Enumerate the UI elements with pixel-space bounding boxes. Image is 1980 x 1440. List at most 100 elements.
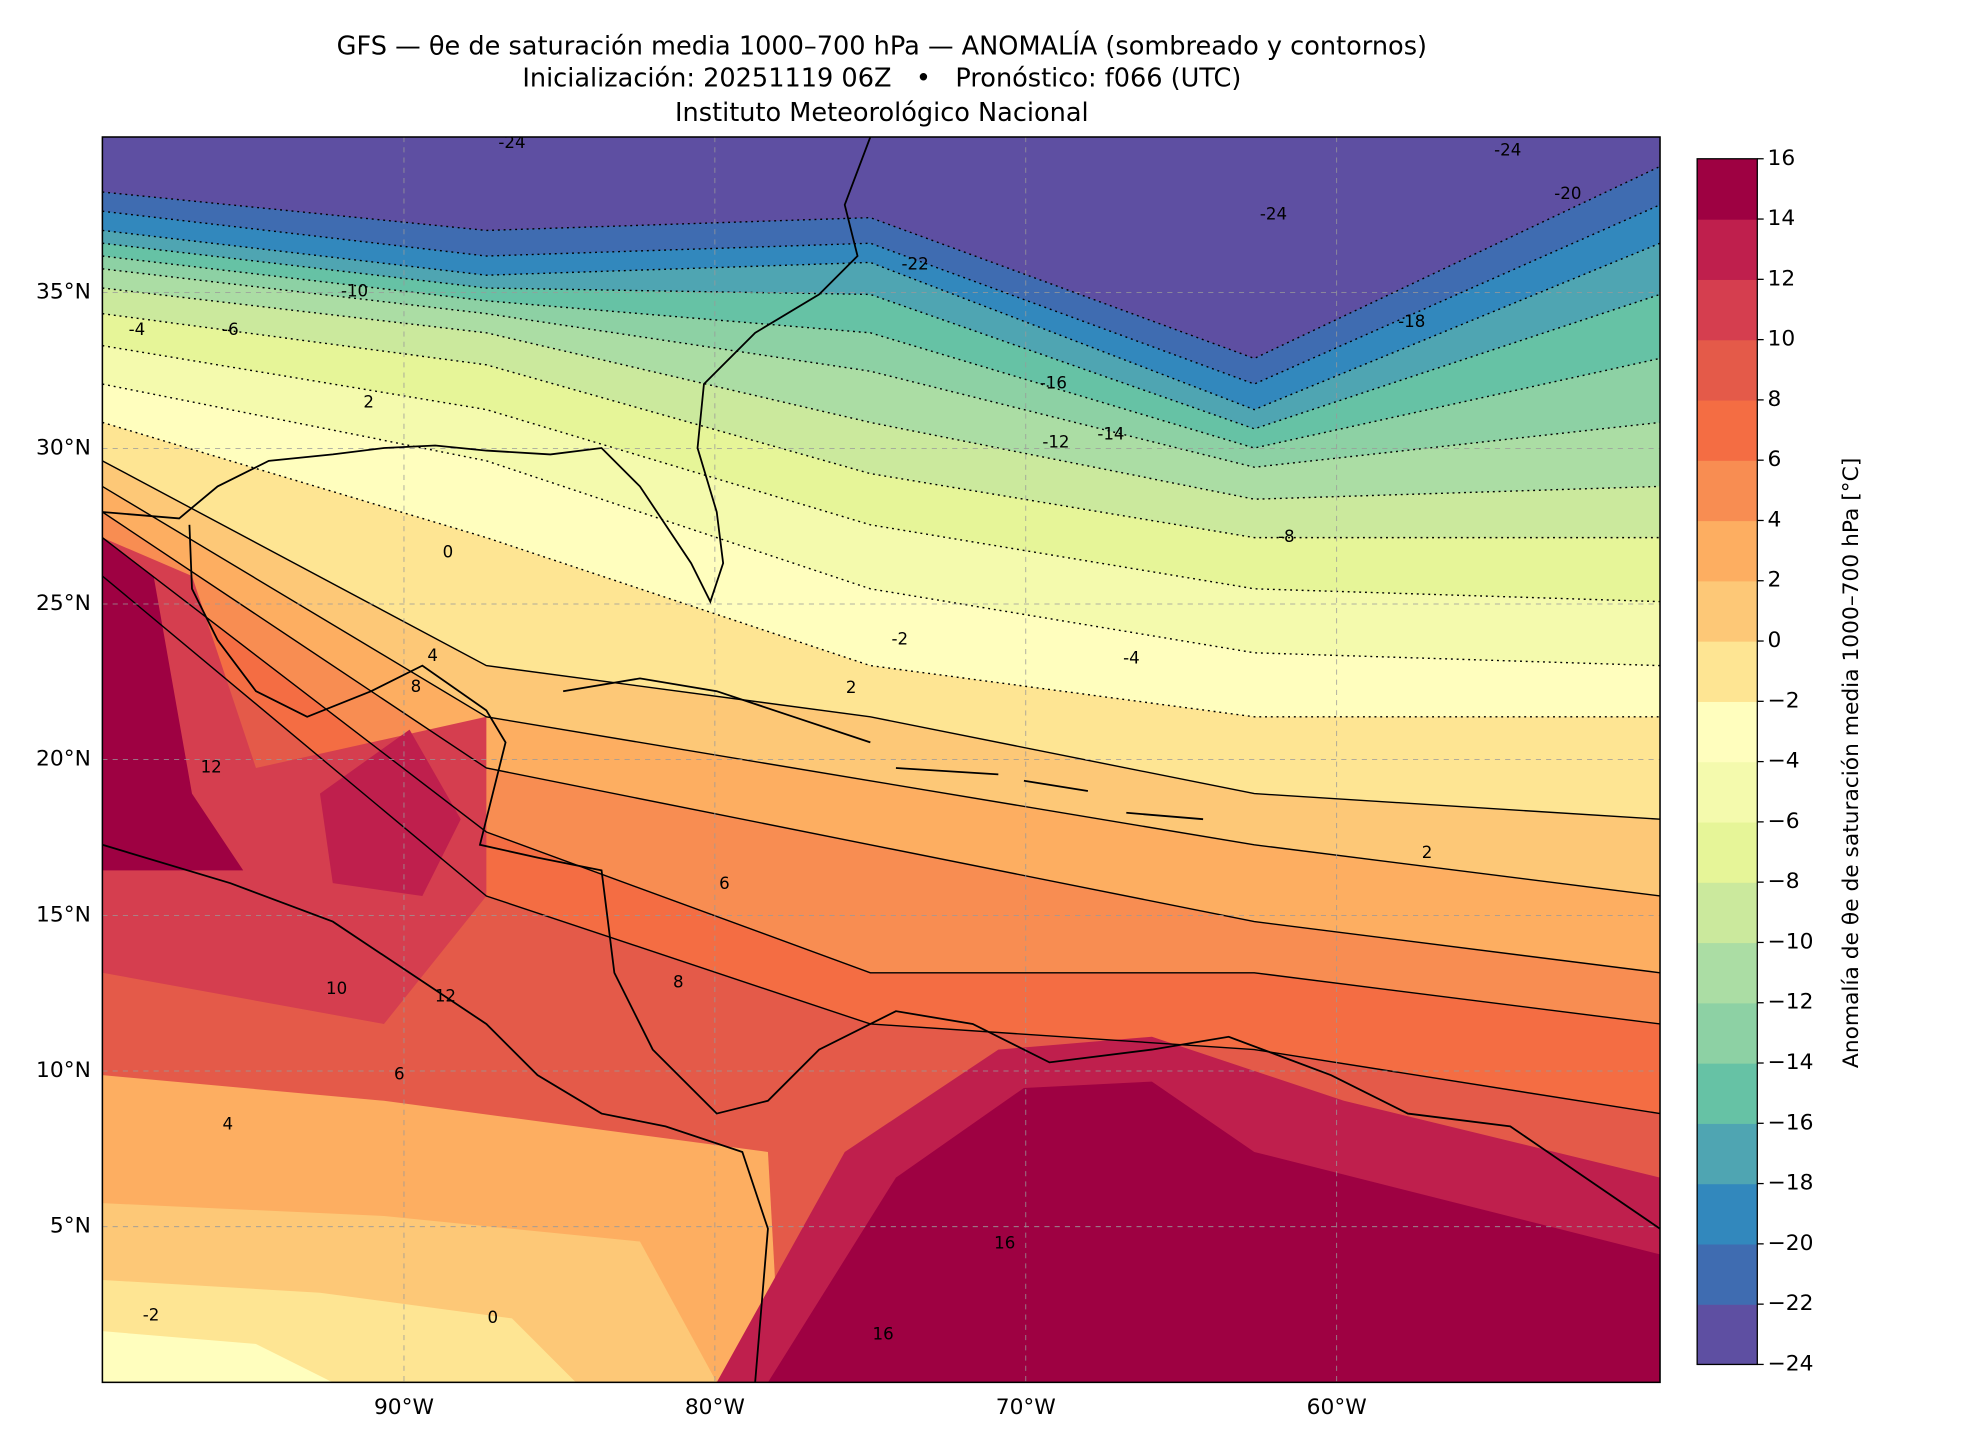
contour-line <box>102 344 1661 603</box>
colorbar-tick-label: 10 <box>1768 327 1796 352</box>
colorbar-tick-label: −14 <box>1768 1050 1814 1075</box>
colorbar-tick-label: −8 <box>1768 869 1800 894</box>
subtitle: Inicialización: 20251119 06Z • Pronóstic… <box>522 63 1241 93</box>
colorbar-tick-label: −12 <box>1768 990 1814 1015</box>
lat-tick-label: 20°N <box>36 747 91 772</box>
contour-label: -14 <box>1097 425 1124 444</box>
contour-label: -24 <box>498 133 525 152</box>
colorbar-swatch <box>1697 942 1758 1004</box>
contour-label: 12 <box>201 757 222 776</box>
contour-label: 2 <box>363 393 374 412</box>
contour-label: 0 <box>487 1308 498 1327</box>
colorbar-tick-label: 8 <box>1768 387 1782 412</box>
colorbar-tick-label: −6 <box>1768 809 1800 834</box>
coastline <box>188 524 1661 1230</box>
contour-label: -2 <box>143 1305 160 1324</box>
colorbar-swatch <box>1697 1304 1758 1366</box>
colorbar-tick-label: 6 <box>1768 447 1782 472</box>
colorbar-swatch <box>1697 279 1758 341</box>
colorbar-swatch <box>1697 1243 1758 1305</box>
contour-label: 8 <box>673 973 684 992</box>
contour-line <box>102 287 1661 500</box>
colorbar-swatch <box>1697 1063 1758 1124</box>
contour-label: -4 <box>1123 649 1140 668</box>
colorbar-tick-label: −10 <box>1768 929 1814 954</box>
contour-label: -16 <box>1040 374 1067 393</box>
colorbar-tick-label: 2 <box>1768 568 1782 593</box>
colorbar-swatch <box>1697 701 1758 763</box>
lat-tick-label: 5°N <box>50 1214 91 1239</box>
field-band <box>102 137 1661 359</box>
contour-label: -8 <box>1278 527 1295 546</box>
contour-label: -24 <box>1260 205 1287 224</box>
colorbar-swatch <box>1697 641 1758 702</box>
colorbar-swatch <box>1697 580 1758 642</box>
colorbar-label: Anomalía de θe de saturación media 1000–… <box>1839 458 1864 1068</box>
contour-label: 16 <box>873 1324 894 1343</box>
contour-label: 6 <box>719 874 730 893</box>
contour-label: 4 <box>427 646 438 665</box>
contour-label: -18 <box>1398 312 1425 331</box>
contour-label: -24 <box>1494 141 1521 160</box>
colorbar-swatch <box>1697 339 1758 401</box>
coastline <box>102 843 769 1383</box>
colorbar-tick-label: 16 <box>1768 146 1796 171</box>
contour-line <box>102 485 1661 897</box>
contour-label: 6 <box>394 1065 405 1084</box>
institution: Instituto Meteorológico Nacional <box>675 98 1089 128</box>
lat-tick-label: 25°N <box>36 591 91 616</box>
contour-label: 16 <box>994 1234 1015 1253</box>
title: GFS — θe de saturación media 1000–700 hP… <box>337 31 1427 61</box>
colorbar-tick-label: −18 <box>1768 1171 1814 1196</box>
contour-line <box>102 460 1661 820</box>
map-frame <box>101 136 1661 1384</box>
coastline <box>563 677 1204 821</box>
lat-tick-label: 15°N <box>36 902 91 927</box>
colorbar-tick-label: −2 <box>1768 688 1800 713</box>
colorbar-tick-label: −16 <box>1768 1110 1814 1135</box>
contour-label: 2 <box>846 678 857 697</box>
contour-label: 2 <box>1422 843 1433 862</box>
contour-label: -6 <box>222 320 239 339</box>
colorbar-swatch <box>1697 219 1758 280</box>
contour-line <box>102 511 1661 974</box>
contour-line <box>102 242 1661 430</box>
contour-label: 0 <box>443 542 454 561</box>
colorbar: −24−22−20−18−16−14−12−10−8−6−4−202468101… <box>1696 146 1814 1376</box>
colorbar-tick-label: 4 <box>1768 507 1782 532</box>
field-patch <box>102 537 244 871</box>
colorbar-swatch <box>1697 1002 1758 1064</box>
field-patch <box>102 1331 333 1383</box>
contour-label: -4 <box>129 320 146 339</box>
colorbar-tick-label: −4 <box>1768 749 1800 774</box>
contour-label: -2 <box>891 630 908 649</box>
colorbar-tick-label: 0 <box>1768 628 1782 653</box>
colorbar-swatch <box>1697 460 1758 522</box>
lat-tick-label: 35°N <box>36 280 91 305</box>
field-patch <box>767 1081 1661 1383</box>
colorbar-swatch <box>1697 520 1758 582</box>
lon-tick-label: 60°W <box>1307 1395 1367 1420</box>
colorbar-swatch <box>1697 1183 1758 1245</box>
field-patch <box>102 537 487 1024</box>
lon-tick-label: 70°W <box>996 1395 1056 1420</box>
contour-label: -20 <box>1554 184 1581 203</box>
colorbar-swatch <box>1697 761 1758 823</box>
lat-tick-label: 10°N <box>36 1058 91 1083</box>
lat-tick-label: 30°N <box>36 435 91 460</box>
contour-label: -10 <box>341 281 368 300</box>
lon-tick-label: 90°W <box>374 1395 434 1420</box>
colorbar-tick-label: 12 <box>1768 266 1796 291</box>
coastline <box>102 137 872 604</box>
contour-line <box>102 537 1661 1025</box>
lon-tick-label: 80°W <box>685 1395 745 1420</box>
contour-line <box>102 255 1661 449</box>
coastlines <box>102 137 1661 1383</box>
field-patch <box>319 729 461 896</box>
colorbar-swatch <box>1697 158 1758 220</box>
colorbar-swatch <box>1697 882 1758 944</box>
map-area: -24 -24-24-22-20-18-16-14-12-10-8-6-4-4-2… <box>102 133 1661 1383</box>
contour-label: -22 <box>902 254 929 273</box>
colorbar-tick-label: −20 <box>1768 1231 1814 1256</box>
